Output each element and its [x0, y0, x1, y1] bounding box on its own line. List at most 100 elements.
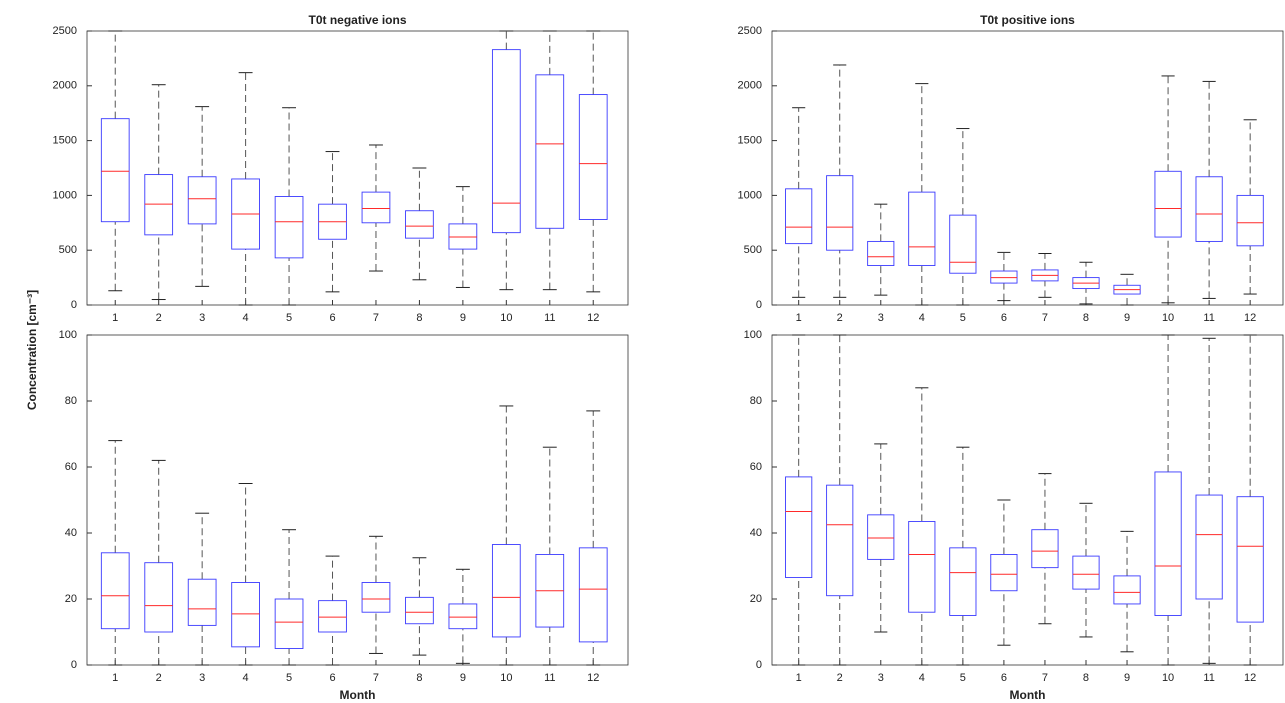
- box: [535, 74, 565, 229]
- chart-title: T0t negative ions: [308, 13, 406, 27]
- x-tick-label: 10: [500, 672, 512, 684]
- axes-frame: [771, 30, 1284, 306]
- y-tick-label: 1500: [53, 135, 77, 147]
- box: [990, 270, 1018, 284]
- y-tick-label: 0: [71, 659, 77, 671]
- box: [1195, 494, 1223, 600]
- axes-frame: [86, 334, 629, 666]
- x-tick-label: 11: [1203, 672, 1214, 684]
- y-tick-label: 1500: [738, 135, 762, 147]
- x-tick-label: 11: [1203, 312, 1214, 324]
- x-tick-label: 2: [156, 312, 162, 324]
- y-tick-label: 500: [59, 244, 77, 256]
- x-tick-label: 10: [1162, 312, 1174, 324]
- box: [908, 191, 936, 266]
- x-tick-label: 8: [416, 312, 422, 324]
- x-tick-label: 10: [1162, 672, 1174, 684]
- y-axis-label: Concentration [cm⁻³]: [25, 290, 39, 410]
- box: [949, 547, 977, 616]
- x-tick-label: 12: [1244, 312, 1256, 324]
- x-tick-label: 3: [199, 312, 205, 324]
- box: [1072, 555, 1100, 590]
- x-tick-label: 3: [199, 672, 205, 684]
- y-tick-label: 2500: [738, 25, 762, 37]
- y-tick-label: 0: [756, 659, 762, 671]
- box: [491, 49, 521, 234]
- box: [318, 600, 347, 633]
- x-tick-label: 9: [460, 672, 466, 684]
- box: [1236, 194, 1264, 247]
- x-tick-label: 7: [1042, 312, 1048, 324]
- x-tick-label: 6: [1001, 312, 1007, 324]
- y-tick-label: 100: [59, 329, 77, 341]
- y-tick-label: 1000: [53, 189, 77, 201]
- box: [144, 174, 174, 236]
- x-tick-label: 5: [960, 672, 966, 684]
- x-tick-label: 5: [286, 312, 292, 324]
- x-tick-label: 8: [1083, 312, 1089, 324]
- box: [187, 578, 217, 626]
- box: [1031, 529, 1059, 569]
- x-tick-label: 12: [587, 672, 599, 684]
- x-tick-label: 2: [837, 672, 843, 684]
- y-tick-label: 20: [750, 593, 762, 605]
- y-tick-label: 100: [744, 329, 762, 341]
- chart-title: T0t positive ions: [980, 13, 1075, 27]
- y-tick-label: 40: [750, 527, 762, 539]
- box: [578, 547, 608, 643]
- box: [448, 223, 478, 250]
- x-tick-label: 4: [243, 312, 249, 324]
- x-tick-label: 2: [156, 672, 162, 684]
- x-tick-label: 1: [112, 312, 118, 324]
- x-tick-label: 4: [919, 672, 925, 684]
- y-tick-label: 60: [65, 461, 77, 473]
- box: [100, 118, 130, 223]
- y-tick-label: 2500: [53, 25, 77, 37]
- box: [274, 598, 304, 649]
- box: [361, 582, 391, 613]
- x-tick-label: 10: [500, 312, 512, 324]
- box: [1195, 176, 1223, 242]
- x-tick-label: 6: [1001, 672, 1007, 684]
- box: [1154, 170, 1182, 238]
- y-tick-label: 20: [65, 593, 77, 605]
- x-tick-label: 7: [373, 312, 379, 324]
- x-tick-label: 1: [796, 312, 802, 324]
- x-tick-label: 2: [837, 312, 843, 324]
- box: [826, 175, 854, 251]
- box: [231, 582, 260, 648]
- x-axis-label: Month: [340, 688, 376, 702]
- x-tick-label: 11: [544, 672, 555, 684]
- box: [144, 562, 174, 633]
- x-tick-label: 3: [878, 312, 884, 324]
- x-tick-label: 6: [329, 672, 335, 684]
- x-tick-label: 6: [329, 312, 335, 324]
- box: [990, 554, 1018, 592]
- x-tick-label: 4: [243, 672, 249, 684]
- box: [826, 484, 854, 597]
- y-tick-label: 0: [71, 299, 77, 311]
- x-tick-label: 9: [460, 312, 466, 324]
- axes-frame: [86, 30, 629, 306]
- box: [908, 521, 936, 613]
- box: [867, 240, 895, 266]
- y-tick-label: 2000: [738, 80, 762, 92]
- box: [448, 603, 478, 630]
- y-tick-label: 80: [65, 395, 77, 407]
- x-tick-label: 7: [1042, 672, 1048, 684]
- x-tick-label: 1: [112, 672, 118, 684]
- box: [491, 544, 521, 638]
- y-tick-label: 0: [756, 299, 762, 311]
- box: [274, 196, 304, 259]
- y-tick-label: 60: [750, 461, 762, 473]
- x-tick-label: 3: [878, 672, 884, 684]
- y-tick-label: 500: [744, 244, 762, 256]
- x-tick-label: 11: [544, 312, 555, 324]
- box: [1236, 496, 1264, 623]
- box: [405, 210, 434, 239]
- box: [405, 596, 434, 625]
- box: [187, 176, 217, 225]
- x-tick-label: 12: [1244, 672, 1256, 684]
